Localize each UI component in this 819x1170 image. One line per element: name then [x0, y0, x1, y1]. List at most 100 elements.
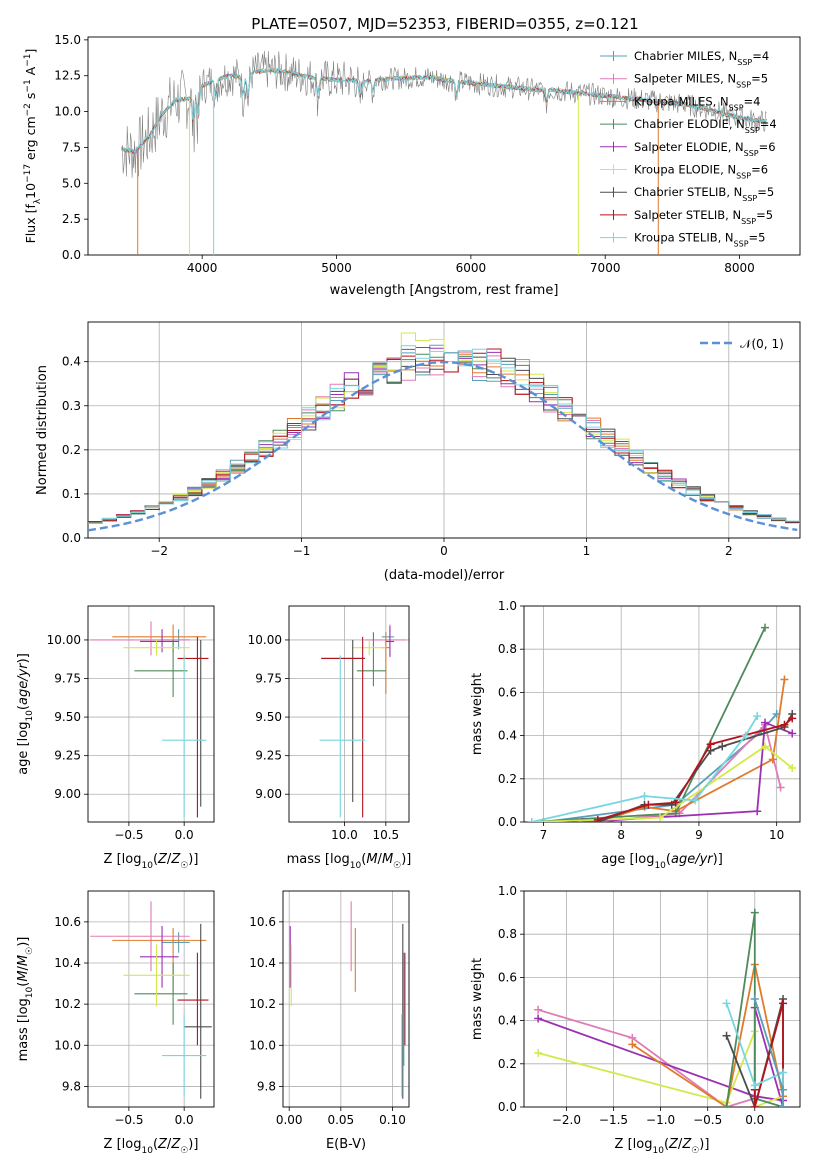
series-marker	[780, 720, 789, 729]
histogram-lines	[88, 332, 800, 532]
error-bar-chabrier-elodie	[134, 963, 188, 1025]
axes-frame	[87, 605, 215, 823]
error-bar-chabrier-stelib	[184, 923, 212, 1099]
series-line-salpeter-elodie	[582, 721, 793, 822]
series-marker	[779, 1068, 788, 1077]
y-tick-label: 0.3	[62, 399, 81, 413]
label-part: 10	[25, 986, 35, 998]
series-marker	[628, 1040, 637, 1049]
series-marker	[671, 798, 680, 807]
series-line-salpeter-miles	[537, 1008, 756, 1107]
x-tick-label: 0.0	[175, 1113, 194, 1127]
x-axis-label: mass [log10(M/M☉)]	[287, 852, 412, 871]
axes-frame	[87, 36, 801, 256]
y-tick-label: 9.8	[62, 1079, 81, 1093]
y-tick-label: 9.00	[54, 787, 81, 801]
y-tick-label: 0.2	[498, 772, 517, 786]
legend-label-sub: SSP	[736, 80, 751, 89]
legend-label: Kroupa ELODIE, NSSP=6	[634, 163, 768, 181]
legend-label: Salpeter ELODIE, NSSP=6	[634, 140, 776, 158]
series-line-salpeter-miles	[597, 723, 782, 822]
error-bars	[289, 901, 406, 1099]
label-part: M	[16, 970, 31, 981]
y-tick-label: 1.0	[498, 599, 517, 613]
x-tick-label: 5000	[321, 261, 352, 275]
series-marker	[750, 908, 759, 917]
label-part: Z [log	[104, 852, 142, 867]
error-bar-kroupa-elodie	[123, 944, 190, 1007]
y-axis-label: Flux [fλ10−17 erg cm−2 s−1 A−1]	[23, 49, 43, 244]
age_vs_mass-panel: 10.0 10.5 9.00 9.25 9.50 9.75 10.00 mass [log10…	[248, 605, 412, 871]
error-bars	[319, 624, 407, 818]
error-bars	[90, 901, 212, 1099]
y-tick-label: 10.4	[54, 956, 81, 970]
label-part: )]	[713, 852, 723, 867]
series-marker	[779, 999, 788, 1008]
series-marker	[788, 714, 797, 723]
weight-series	[527, 623, 797, 822]
x-tick-label: 0.00	[276, 1113, 303, 1127]
series-marker	[722, 1031, 731, 1040]
error-bar-chabrier-miles	[381, 627, 395, 650]
y-tick-label: 0.4	[498, 729, 517, 743]
error-bar-chabrier-miles	[162, 629, 190, 650]
y-axis-label-part: −17	[23, 164, 33, 183]
legend-label: Chabrier STELIB, NSSP=5	[634, 185, 774, 203]
x-tick-label: 0	[440, 544, 448, 558]
x-tick-label: 8000	[724, 261, 755, 275]
label-part: Z	[170, 852, 181, 867]
label-part: age/yr	[16, 662, 31, 705]
y-tick-label: 0.6	[498, 685, 517, 699]
y-tick-label: 10.00	[47, 633, 81, 647]
x-tick-label: −0.5	[114, 1113, 143, 1127]
y-tick-label: 9.8	[257, 1079, 276, 1093]
error-bar-kroupa-elodie	[352, 639, 386, 656]
legend-label-suffix: =4	[760, 117, 777, 131]
x-tick-label: 10.0	[331, 828, 358, 842]
label-part: age/yr	[671, 852, 714, 867]
y-axis-label: mass weight	[470, 958, 485, 1040]
weight_vs_Z-panel: −2.0 −1.5 −1.0 −0.5 0.0 0.0 0.2 0.4 0.6 0.8 1.0 Z […	[470, 884, 801, 1156]
error-bar-salpeter-stelib	[177, 952, 209, 1046]
label-part: (	[16, 982, 31, 987]
label-part: /	[167, 852, 172, 867]
y-tick-label: 9.75	[255, 672, 282, 686]
label-part: Z	[157, 1137, 168, 1152]
label-part: Z [log	[104, 1137, 142, 1152]
y-tick-label: 0.4	[62, 355, 81, 369]
label-part: /	[167, 1137, 172, 1152]
label-part: (	[664, 1137, 669, 1152]
label-part: M	[382, 852, 393, 867]
error-bar-chabrier-stelib	[198, 639, 202, 807]
x-tick-label: −0.5	[693, 1113, 722, 1127]
y-tick-label: 0.0	[62, 531, 81, 545]
x-axis-label: (data-model)/error	[384, 568, 505, 583]
series-marker	[722, 1103, 731, 1107]
label-part: age [log	[16, 722, 31, 775]
series-marker	[534, 1005, 543, 1014]
y-tick-label: 9.25	[54, 749, 81, 763]
y-axis-label-part: Flux [f	[23, 204, 38, 244]
series-marker	[753, 807, 762, 816]
y-tick-label: 0.0	[62, 248, 81, 262]
legend-label-sub: SSP	[729, 103, 744, 112]
x-axis-label: wavelength [Angstrom, rest frame]	[330, 283, 559, 298]
histogram-kroupa-stelib	[88, 345, 800, 524]
y-axis-label-part: λ	[33, 198, 43, 204]
mass_vs_Z-panel: −0.5 0.09.810.010.210.410.6Z [log10(Z/Z☉)…	[16, 890, 215, 1156]
axes-frame	[87, 890, 215, 1108]
x-tick-label: 6000	[456, 261, 487, 275]
series-marker	[534, 1014, 543, 1023]
spectrum-data-line	[121, 50, 767, 178]
y-tick-label: 9.75	[54, 672, 81, 686]
axes-frame	[282, 890, 410, 1108]
axes-frame	[523, 890, 801, 1108]
error-bar-chabrier-elodie	[134, 639, 188, 698]
label-part: (	[153, 852, 158, 867]
spectrum-panel: 4000 5000 6000 7000 8000 0.0 2.5 5.0 7.5 10.0 12.5…	[23, 33, 801, 298]
series-marker	[640, 792, 649, 801]
label-part: )]	[699, 1137, 709, 1152]
label-part: )]	[401, 852, 411, 867]
error-bars	[90, 621, 209, 818]
error-bar-salpeter-elodie	[139, 629, 179, 653]
